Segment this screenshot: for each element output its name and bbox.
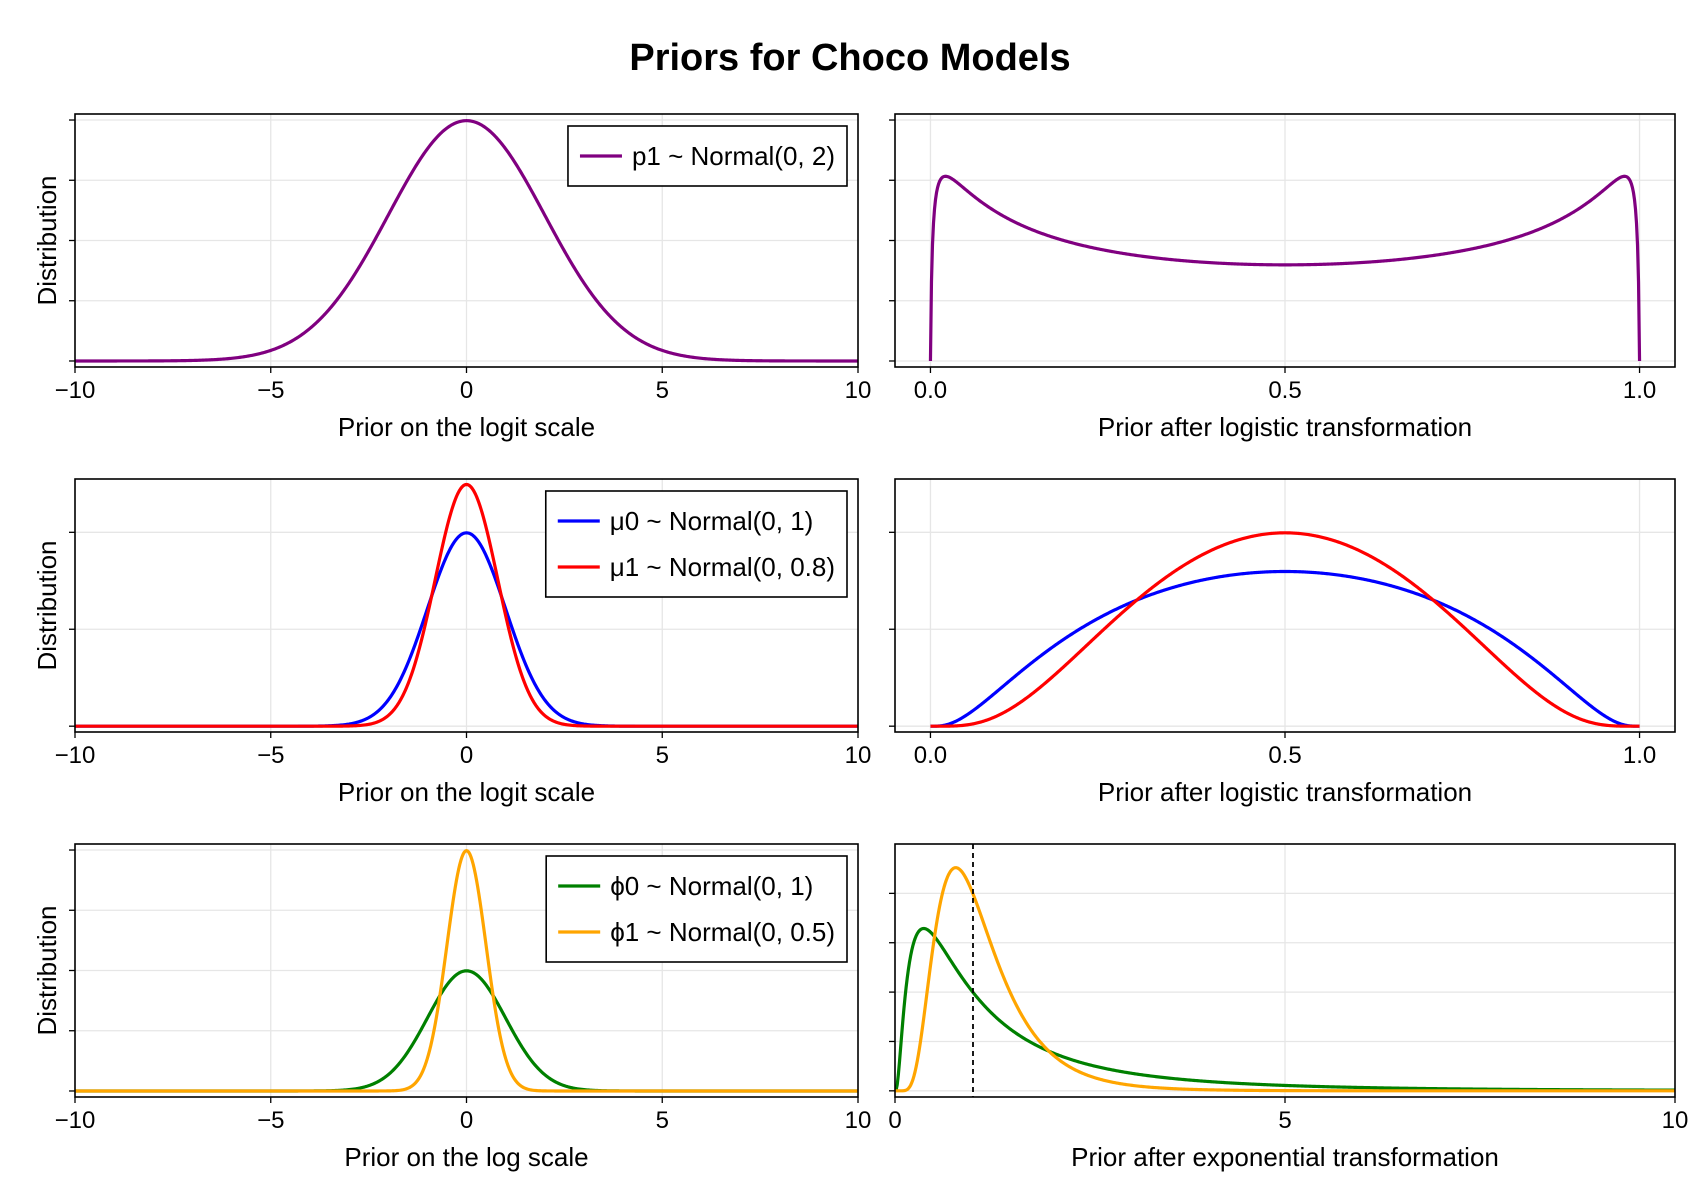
legend-box — [544, 490, 848, 598]
series-line-curve-1 — [929, 531, 1641, 728]
panel-1-0: −10 −5 0 5 10 Prior on the logit scale Distrib… — [32, 478, 872, 807]
legend: μ0 ~ Normal(0, 1) μ1 ~ Normal(0, 0.8) — [544, 490, 848, 598]
series-line-μ1 — [75, 482, 858, 728]
x-tick-label: 5 — [1278, 1107, 1291, 1134]
x-tick-label: 0 — [460, 1107, 473, 1134]
plot-area — [929, 531, 1641, 728]
y-axis-label: Distribution — [32, 175, 62, 305]
plot-area — [75, 119, 858, 363]
x-tick-label: −10 — [55, 742, 96, 769]
panel-2-1: 0 5 10 Prior after exponential transformati… — [888, 843, 1689, 1172]
y-axis-label: Distribution — [32, 905, 62, 1035]
plot-area — [895, 844, 1675, 1097]
legend: ϕ0 ~ Normal(0, 1) ϕ1 ~ Normal(0, 0.5) — [545, 855, 848, 963]
legend-box — [545, 855, 848, 963]
x-tick-label: 0.5 — [1268, 742, 1301, 769]
figure-title: Priors for Choco Models — [629, 37, 1070, 79]
x-tick-label: 0 — [888, 1107, 901, 1134]
x-tick-label: 10 — [845, 742, 872, 769]
series-line-curve-0 — [928, 174, 1642, 362]
series-line-ϕ1 — [75, 849, 858, 1093]
x-tick-label: 10 — [845, 1107, 872, 1134]
y-axis-label: Distribution — [32, 540, 62, 670]
x-tick-label: 1.0 — [1623, 377, 1656, 404]
panel-0-0: −10 −5 0 5 10 Prior on the logit scale Distrib… — [32, 113, 872, 442]
x-axis-label: Prior on the logit scale — [338, 412, 595, 442]
x-tick-label: 0 — [460, 377, 473, 404]
plot-area — [928, 174, 1642, 362]
x-tick-label: 1.0 — [1623, 742, 1656, 769]
x-tick-label: −10 — [55, 377, 96, 404]
x-tick-label: 5 — [656, 742, 669, 769]
x-tick-label: 0.0 — [914, 377, 947, 404]
legend-label: ϕ0 ~ Normal(0, 1) — [610, 871, 813, 901]
x-axis-label: Prior on the logit scale — [338, 777, 595, 807]
panel-0-1: 0.0 0.5 1.0 Prior after logistic transforma… — [889, 113, 1676, 442]
plot-area — [75, 849, 858, 1093]
x-tick-label: 0.5 — [1268, 377, 1301, 404]
x-tick-label: −5 — [257, 377, 284, 404]
panel-2-0: −10 −5 0 5 10 Prior on the log scale Distribut… — [32, 843, 872, 1172]
x-tick-label: −5 — [257, 742, 284, 769]
legend-label: μ0 ~ Normal(0, 1) — [610, 506, 814, 536]
legend-label: μ1 ~ Normal(0, 0.8) — [610, 552, 835, 582]
series-line-curve-1 — [895, 866, 1675, 1093]
legend: p1 ~ Normal(0, 2) — [567, 125, 848, 187]
x-tick-label: 10 — [845, 377, 872, 404]
x-tick-label: 10 — [1662, 1107, 1689, 1134]
legend-label: p1 ~ Normal(0, 2) — [632, 141, 835, 171]
panels: −10 −5 0 5 10 Prior on the logit scale Distrib… — [32, 113, 1689, 1172]
x-axis-label: Prior after exponential transformation — [1071, 1142, 1499, 1172]
legend-label: ϕ1 ~ Normal(0, 0.5) — [610, 917, 835, 947]
x-tick-label: −10 — [55, 1107, 96, 1134]
plot-area — [75, 482, 858, 728]
x-axis-label: Prior on the log scale — [344, 1142, 588, 1172]
series-line-p1 — [75, 119, 858, 363]
x-axis-label: Prior after logistic transformation — [1098, 412, 1472, 442]
x-tick-label: 0.0 — [914, 742, 947, 769]
x-tick-label: −5 — [257, 1107, 284, 1134]
x-tick-label: 5 — [656, 377, 669, 404]
panel-1-1: 0.0 0.5 1.0 Prior after logistic transforma… — [889, 478, 1676, 807]
series-line-curve-0 — [929, 569, 1641, 728]
x-tick-label: 0 — [460, 742, 473, 769]
x-axis-label: Prior after logistic transformation — [1098, 777, 1472, 807]
x-tick-label: 5 — [656, 1107, 669, 1134]
